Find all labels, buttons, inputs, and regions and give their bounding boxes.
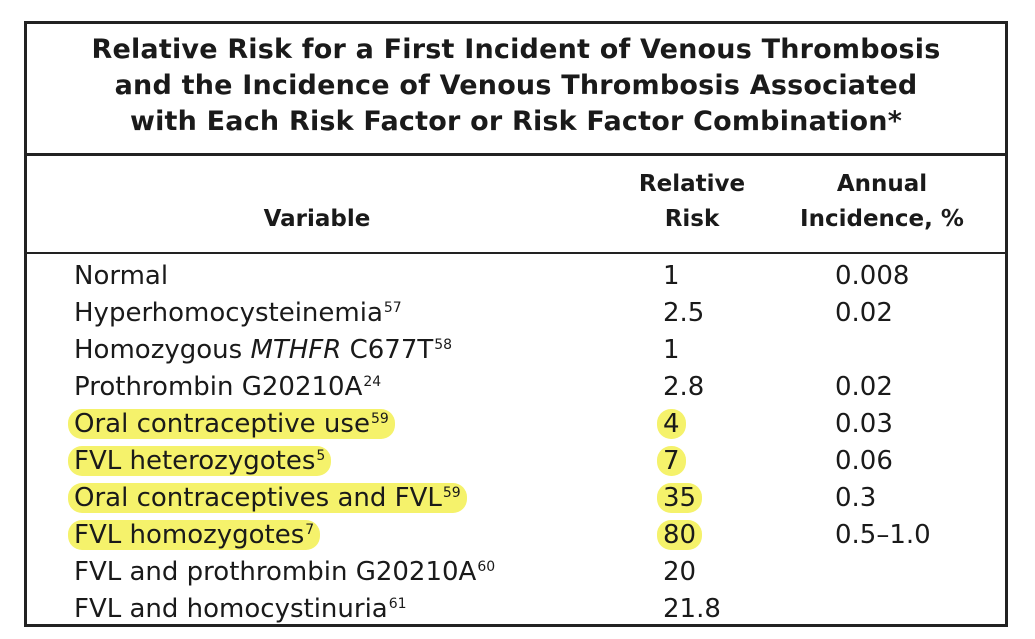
header-annual-incidence-line2: Incidence, %: [800, 206, 964, 232]
relative-risk-cell: 2.8: [663, 372, 705, 402]
table-row-highlighted: Oral contraceptive use59 4 0.03: [27, 406, 1005, 443]
relative-risk-cell: 1: [663, 261, 680, 291]
table-row: FVL and prothrombin G20210A60 20: [27, 554, 1005, 591]
variable-text: Oral contraceptives and FVL: [74, 483, 442, 513]
variable-cell: Oral contraceptives and FVL59: [68, 480, 467, 521]
variable-cell: Hyperhomocysteinemia57: [74, 295, 402, 336]
reference-superscript: 58: [434, 337, 453, 353]
relative-risk-cell: 20: [663, 557, 697, 587]
reference-superscript: 5: [316, 448, 326, 464]
reference-superscript: 57: [383, 300, 402, 316]
title-line-1: Relative Risk for a First Incident of Ve…: [91, 34, 941, 65]
annual-incidence-cell: 0.02: [835, 372, 893, 402]
relative-risk-cell: 80: [657, 517, 703, 554]
variable-text: FVL and prothrombin G20210A: [74, 557, 477, 587]
table-row-highlighted: FVL homozygotes7 80 0.5–1.0: [27, 517, 1005, 554]
variable-text: Normal: [74, 261, 169, 291]
table-row: Prothrombin G20210A24 2.8 0.02: [27, 369, 1005, 406]
variable-cell: FVL homozygotes7: [68, 517, 321, 558]
column-header-relative-risk: Relative Risk: [627, 167, 757, 237]
highlight-mark: FVL heterozygotes5: [68, 446, 332, 476]
header-divider: [27, 252, 1005, 254]
relative-risk-cell: 35: [657, 480, 703, 517]
reference-superscript: 59: [442, 485, 461, 501]
gene-name-italic: MTHFR: [250, 335, 342, 365]
relative-risk-cell: 1: [663, 335, 680, 365]
variable-cell: FVL and prothrombin G20210A60: [74, 554, 495, 595]
table-row: Hyperhomocysteinemia57 2.5 0.02: [27, 295, 1005, 332]
highlight-mark: 80: [657, 520, 703, 550]
relative-risk-cell: 21.8: [663, 594, 721, 624]
column-header-variable: Variable: [263, 206, 371, 232]
variable-cell: Oral contraceptive use59: [68, 406, 395, 447]
variable-cell: FVL heterozygotes5: [68, 443, 332, 484]
highlight-mark: FVL homozygotes7: [68, 520, 321, 550]
annual-incidence-cell: 0.5–1.0: [835, 520, 931, 550]
table-row-highlighted: Oral contraceptives and FVL59 35 0.3: [27, 480, 1005, 517]
title-line-2: and the Incidence of Venous Thrombosis A…: [114, 70, 918, 101]
highlight-mark: 35: [657, 483, 703, 513]
header-annual-incidence-line1: Annual: [836, 171, 928, 197]
reference-superscript: 7: [305, 522, 315, 538]
relative-risk-cell: 7: [657, 443, 686, 480]
table-row-highlighted: FVL heterozygotes5 7 0.06: [27, 443, 1005, 480]
variable-text: FVL homozygotes: [74, 520, 305, 550]
variable-text: Hyperhomocysteinemia: [74, 298, 383, 328]
variable-prefix: Homozygous: [74, 335, 251, 365]
variable-suffix: C677T: [341, 335, 434, 365]
highlight-mark: 7: [657, 446, 686, 476]
variable-text: FVL and homocystinuria: [74, 594, 388, 624]
relative-risk-cell: 2.5: [663, 298, 705, 328]
highlight-mark: Oral contraceptive use59: [68, 409, 395, 439]
variable-cell: Prothrombin G20210A24: [74, 369, 381, 410]
table-row: Normal 1 0.008: [27, 258, 1005, 295]
variable-text: Prothrombin G20210A: [74, 372, 363, 402]
annual-incidence-cell: 0.06: [835, 446, 893, 476]
variable-text: Oral contraceptive use: [74, 409, 370, 439]
table-title: Relative Risk for a First Incident of Ve…: [27, 32, 1005, 140]
title-line-3: with Each Risk Factor or Risk Factor Com…: [129, 106, 903, 137]
annual-incidence-cell: 0.008: [835, 261, 910, 291]
table-body: Normal 1 0.008 Hyperhomocysteinemia57 2.…: [27, 258, 1005, 628]
table-frame: Relative Risk for a First Incident of Ve…: [24, 21, 1008, 627]
variable-text: FVL heterozygotes: [74, 446, 316, 476]
variable-cell: Homozygous MTHFR C677T58: [74, 332, 452, 373]
header-relative-risk-line2: Risk: [664, 206, 720, 232]
annual-incidence-cell: 0.3: [835, 483, 877, 513]
highlight-mark: 4: [657, 409, 686, 439]
reference-superscript: 24: [363, 374, 382, 390]
column-header-annual-incidence: Annual Incidence, %: [787, 167, 977, 237]
table-row: FVL and homocystinuria61 21.8: [27, 591, 1005, 628]
title-divider: [27, 153, 1005, 156]
variable-cell: Normal: [74, 258, 168, 295]
highlight-mark: Oral contraceptives and FVL59: [68, 483, 467, 513]
annual-incidence-cell: 0.02: [835, 298, 893, 328]
reference-superscript: 61: [388, 596, 407, 612]
table-row: Homozygous MTHFR C677T58 1: [27, 332, 1005, 369]
variable-cell: FVL and homocystinuria61: [74, 591, 407, 632]
annual-incidence-cell: 0.03: [835, 409, 893, 439]
header-relative-risk-line1: Relative: [638, 171, 746, 197]
relative-risk-cell: 4: [657, 406, 686, 443]
reference-superscript: 59: [370, 411, 389, 427]
reference-superscript: 60: [477, 559, 496, 575]
